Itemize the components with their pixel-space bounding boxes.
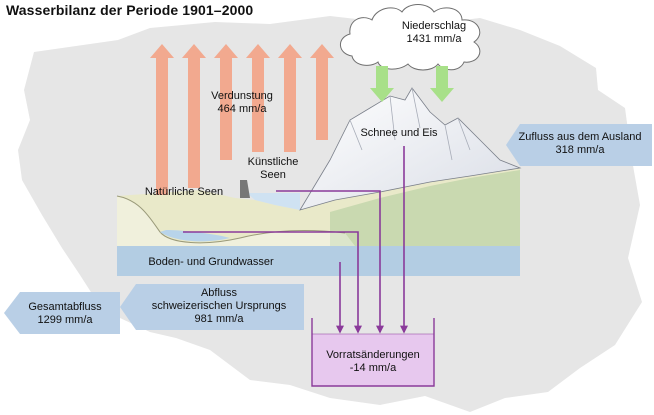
precipitation-arrow (370, 66, 394, 102)
artificial-lake-water (247, 193, 300, 210)
natural-lake-water (160, 230, 230, 242)
dam (240, 180, 250, 198)
inflow-value: 318 mm/a (555, 144, 605, 156)
precipitation-value: 1431 mm/a (406, 33, 462, 45)
artificial-lakes-label: Künstliche Seen (238, 156, 308, 182)
storage-change-label: Vorratsänderungen -14 mm/a (314, 349, 432, 375)
total-runoff-label: Gesamtabfluss 1299 mm/a (14, 301, 116, 327)
flow-line-natural-lakes (183, 231, 362, 334)
inflow-label: Zufluss aus dem Ausland 318 mm/a (510, 131, 650, 157)
artificial-lakes-line1: Künstliche (247, 156, 299, 168)
snow-ice-label: Schnee und Eis (360, 127, 438, 139)
storage-change-name: Vorratsänderungen (326, 349, 420, 361)
groundwater-band (117, 246, 520, 276)
origin-runoff-value: 981 mm/a (194, 313, 244, 325)
origin-runoff-arrow-box (120, 284, 304, 330)
evaporation-arrow (150, 44, 174, 195)
natural-lakes-label: Natürliche Seen (144, 186, 224, 198)
origin-runoff-label: Abfluss schweizerischen Ursprungs 981 mm… (138, 287, 300, 326)
diagram-title: Wasserbilanz der Periode 1901–2000 (6, 2, 254, 18)
precipitation-name: Niederschlag (401, 20, 467, 32)
origin-runoff-line2: schweizerischen Ursprungs (151, 300, 287, 312)
artificial-lakes-line2: Seen (260, 169, 286, 181)
total-runoff-arrow-box (4, 292, 120, 334)
flow-lines (183, 146, 408, 334)
evaporation-arrow (214, 44, 238, 160)
groundwater-label: Boden- und Grundwasser (148, 256, 274, 268)
flow-line-artificial-lakes (276, 190, 384, 334)
evaporation-value: 464 mm/a (217, 103, 267, 115)
inflow-name: Zufluss aus dem Ausland (518, 131, 642, 143)
total-runoff-name: Gesamtabfluss (28, 301, 102, 313)
evaporation-arrow (278, 44, 302, 152)
evaporation-name: Verdunstung (211, 90, 273, 102)
evaporation-arrows (150, 44, 334, 195)
origin-runoff-line1: Abfluss (200, 287, 238, 299)
inflow-arrow-box (506, 124, 652, 166)
precipitation-label: Niederschlag 1431 mm/a (393, 20, 475, 46)
evaporation-label: Verdunstung 464 mm/a (204, 90, 280, 116)
mountain (299, 87, 522, 211)
hill (330, 170, 520, 246)
precipitation-arrow (430, 66, 454, 102)
total-runoff-value: 1299 mm/a (37, 314, 93, 326)
evaporation-arrow (246, 44, 270, 152)
storage-tank (312, 334, 434, 386)
cloud (340, 4, 481, 71)
storage-change-value: -14 mm/a (349, 362, 397, 374)
evaporation-arrow (310, 44, 334, 140)
natural-lake (117, 196, 355, 246)
precipitation-arrows (370, 66, 454, 102)
evaporation-arrow (182, 44, 206, 188)
